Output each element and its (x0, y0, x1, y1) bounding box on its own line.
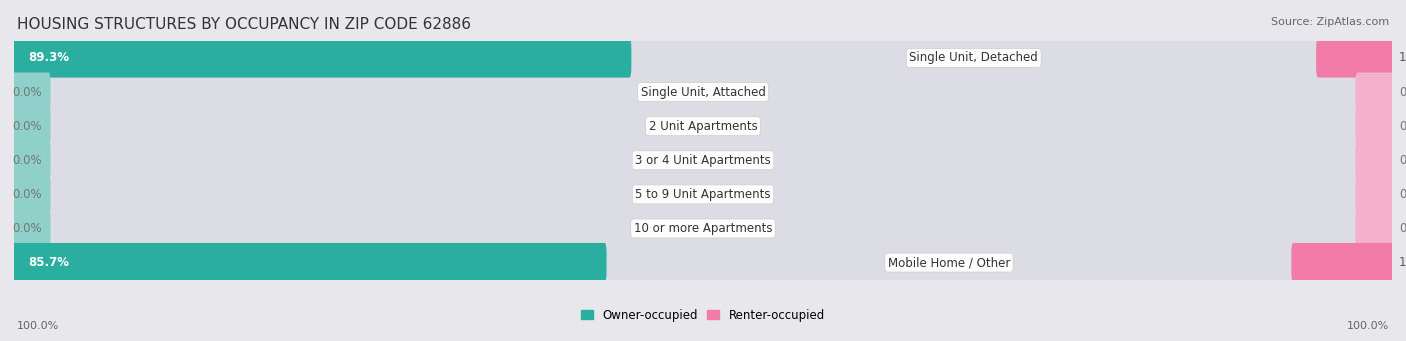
FancyBboxPatch shape (13, 73, 1393, 112)
Text: 85.7%: 85.7% (28, 256, 69, 269)
FancyBboxPatch shape (13, 175, 51, 214)
FancyBboxPatch shape (13, 243, 1393, 282)
FancyBboxPatch shape (13, 175, 1393, 214)
FancyBboxPatch shape (13, 209, 51, 248)
FancyBboxPatch shape (1355, 209, 1393, 248)
Text: 0.0%: 0.0% (1399, 188, 1406, 201)
FancyBboxPatch shape (13, 39, 631, 78)
Legend: Owner-occupied, Renter-occupied: Owner-occupied, Renter-occupied (576, 304, 830, 326)
Text: 100.0%: 100.0% (17, 321, 59, 331)
Text: 100.0%: 100.0% (1347, 321, 1389, 331)
FancyBboxPatch shape (1355, 73, 1393, 112)
Text: 89.3%: 89.3% (28, 51, 69, 64)
FancyBboxPatch shape (1355, 175, 1393, 214)
Text: Source: ZipAtlas.com: Source: ZipAtlas.com (1271, 17, 1389, 27)
Text: Mobile Home / Other: Mobile Home / Other (887, 256, 1010, 269)
FancyBboxPatch shape (13, 35, 1393, 80)
Text: 14.3%: 14.3% (1399, 256, 1406, 269)
FancyBboxPatch shape (13, 104, 1393, 149)
Text: 0.0%: 0.0% (13, 120, 42, 133)
Text: 0.0%: 0.0% (1399, 222, 1406, 235)
Text: 10 or more Apartments: 10 or more Apartments (634, 222, 772, 235)
Text: Single Unit, Attached: Single Unit, Attached (641, 86, 765, 99)
Text: Single Unit, Detached: Single Unit, Detached (910, 51, 1038, 64)
FancyBboxPatch shape (13, 141, 51, 180)
FancyBboxPatch shape (13, 243, 606, 282)
Text: 0.0%: 0.0% (13, 222, 42, 235)
FancyBboxPatch shape (13, 70, 1393, 115)
Text: 3 or 4 Unit Apartments: 3 or 4 Unit Apartments (636, 154, 770, 167)
Text: 0.0%: 0.0% (13, 188, 42, 201)
Text: 10.7%: 10.7% (1399, 51, 1406, 64)
FancyBboxPatch shape (13, 39, 1393, 78)
FancyBboxPatch shape (13, 73, 51, 112)
Text: 0.0%: 0.0% (13, 86, 42, 99)
FancyBboxPatch shape (1355, 141, 1393, 180)
FancyBboxPatch shape (13, 106, 1393, 146)
FancyBboxPatch shape (13, 209, 1393, 248)
FancyBboxPatch shape (1355, 106, 1393, 146)
Text: 2 Unit Apartments: 2 Unit Apartments (648, 120, 758, 133)
FancyBboxPatch shape (13, 240, 1393, 285)
Text: 0.0%: 0.0% (1399, 120, 1406, 133)
FancyBboxPatch shape (13, 206, 1393, 251)
Text: 0.0%: 0.0% (13, 154, 42, 167)
FancyBboxPatch shape (1316, 39, 1393, 78)
FancyBboxPatch shape (13, 138, 1393, 183)
FancyBboxPatch shape (13, 172, 1393, 217)
FancyBboxPatch shape (13, 106, 51, 146)
Text: 0.0%: 0.0% (1399, 86, 1406, 99)
FancyBboxPatch shape (13, 141, 1393, 180)
Text: 5 to 9 Unit Apartments: 5 to 9 Unit Apartments (636, 188, 770, 201)
Text: 0.0%: 0.0% (1399, 154, 1406, 167)
FancyBboxPatch shape (1291, 243, 1393, 282)
Text: HOUSING STRUCTURES BY OCCUPANCY IN ZIP CODE 62886: HOUSING STRUCTURES BY OCCUPANCY IN ZIP C… (17, 17, 471, 32)
